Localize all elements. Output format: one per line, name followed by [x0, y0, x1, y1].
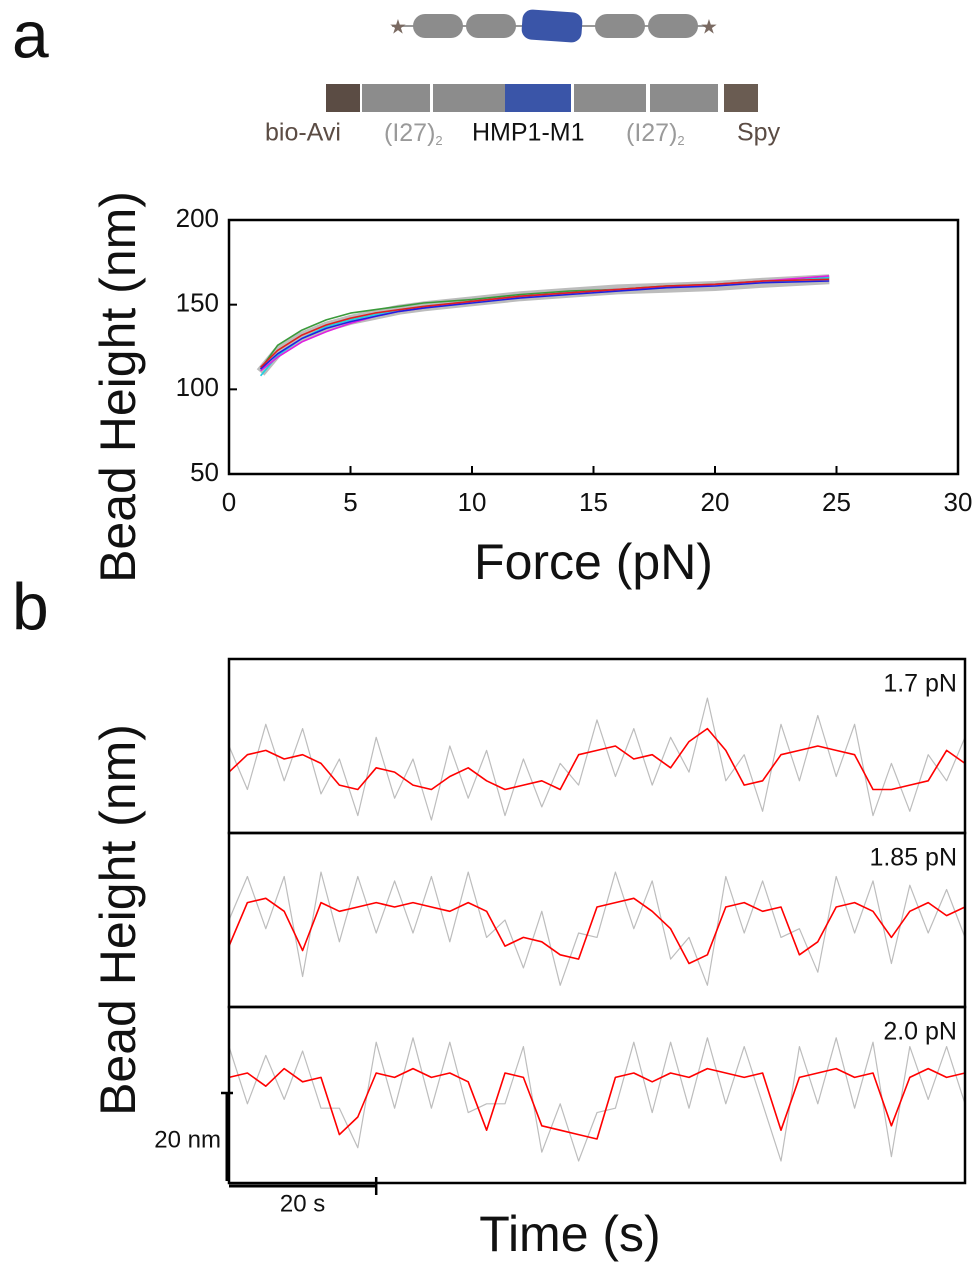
x-tick-label: 20 — [701, 487, 730, 517]
construct-label: (I27)2 — [384, 119, 443, 149]
data-line — [228, 697, 966, 821]
plot-frame — [227, 1005, 967, 1185]
y-axis-label: Bead Height (nm) — [90, 724, 146, 1116]
x-tick-label: 15 — [579, 487, 608, 517]
x-tick-label: 10 — [458, 487, 487, 517]
construct-label: Spy — [737, 119, 781, 147]
plot-frame — [227, 657, 967, 835]
y-tick-label: 100 — [176, 372, 219, 402]
svg-text:★: ★ — [700, 16, 718, 38]
force-annotation: 1.7 pN — [883, 670, 957, 698]
y-tick-label: 200 — [176, 203, 219, 233]
construct-label: (I27)2 — [626, 119, 685, 149]
construct-label: HMP1-M1 — [472, 119, 585, 147]
data-line — [260, 275, 830, 372]
x-axis-label: Force (pN) — [474, 534, 713, 590]
data-line — [228, 871, 966, 986]
data-line — [260, 280, 830, 370]
panel-label: b — [12, 569, 49, 643]
force-annotation: 1.85 pN — [869, 844, 957, 872]
data-line — [260, 278, 830, 368]
y-tick-label: 150 — [176, 288, 219, 318]
x-tick-label: 0 — [222, 487, 236, 517]
svg-text:★: ★ — [389, 16, 407, 38]
x-tick-label: 25 — [822, 487, 851, 517]
x-scale-label: 20 s — [280, 1190, 325, 1217]
x-axis-label: Time (s) — [479, 1206, 660, 1262]
x-tick-label: 5 — [343, 487, 357, 517]
plot-frame — [227, 218, 960, 476]
construct-cartoon: ★ ★ — [389, 9, 718, 43]
force-annotation: 2.0 pN — [883, 1018, 957, 1046]
plot-frame — [227, 831, 967, 1009]
construct-label: bio-Avi — [265, 119, 341, 147]
y-tick-label: 50 — [190, 457, 219, 487]
y-axis-label: Bead Height (nm) — [90, 191, 146, 583]
data-line — [228, 1037, 966, 1162]
x-tick-label: 30 — [944, 487, 973, 517]
data-line — [228, 727, 966, 791]
panel-label: a — [12, 0, 49, 71]
construct-bar — [326, 84, 758, 112]
data-line — [228, 897, 966, 965]
data-line — [228, 1067, 966, 1140]
y-scale-label: 20 nm — [154, 1126, 221, 1153]
